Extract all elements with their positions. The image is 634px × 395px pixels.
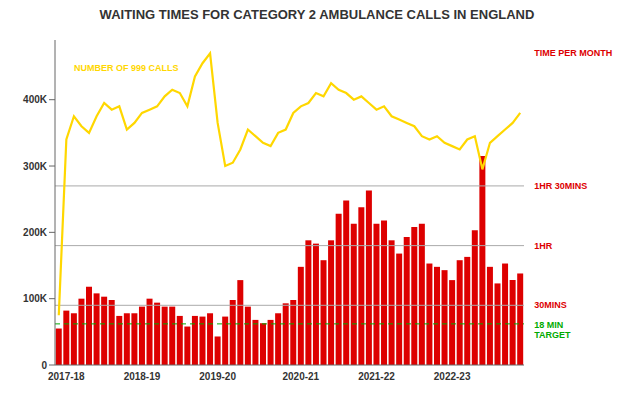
- svg-text:1HR: 1HR: [534, 241, 553, 251]
- svg-text:300K: 300K: [23, 161, 48, 172]
- svg-text:200K: 200K: [23, 227, 48, 238]
- svg-text:30MINS: 30MINS: [534, 300, 567, 310]
- svg-text:2021-22: 2021-22: [358, 371, 395, 382]
- svg-text:TIME PER MONTH: TIME PER MONTH: [534, 48, 612, 58]
- svg-text:0: 0: [41, 360, 47, 371]
- svg-text:2020-21: 2020-21: [282, 371, 319, 382]
- svg-text:100K: 100K: [23, 293, 48, 304]
- svg-text:2017-18: 2017-18: [48, 371, 85, 382]
- svg-text:2018-19: 2018-19: [124, 371, 161, 382]
- svg-text:1HR 30MINS: 1HR 30MINS: [534, 181, 587, 191]
- svg-text:2022-23: 2022-23: [434, 371, 471, 382]
- svg-text:2019-20: 2019-20: [199, 371, 236, 382]
- svg-text:400K: 400K: [23, 94, 48, 105]
- svg-text:18 MINTARGET: 18 MINTARGET: [534, 320, 571, 340]
- svg-text:NUMBER OF 999 CALLS: NUMBER OF 999 CALLS: [74, 63, 179, 73]
- html-text:WAITING TIMES FOR CATEGORY 2 A: WAITING TIMES FOR CATEGORY 2 AMBULANCE C…: [99, 7, 535, 22]
